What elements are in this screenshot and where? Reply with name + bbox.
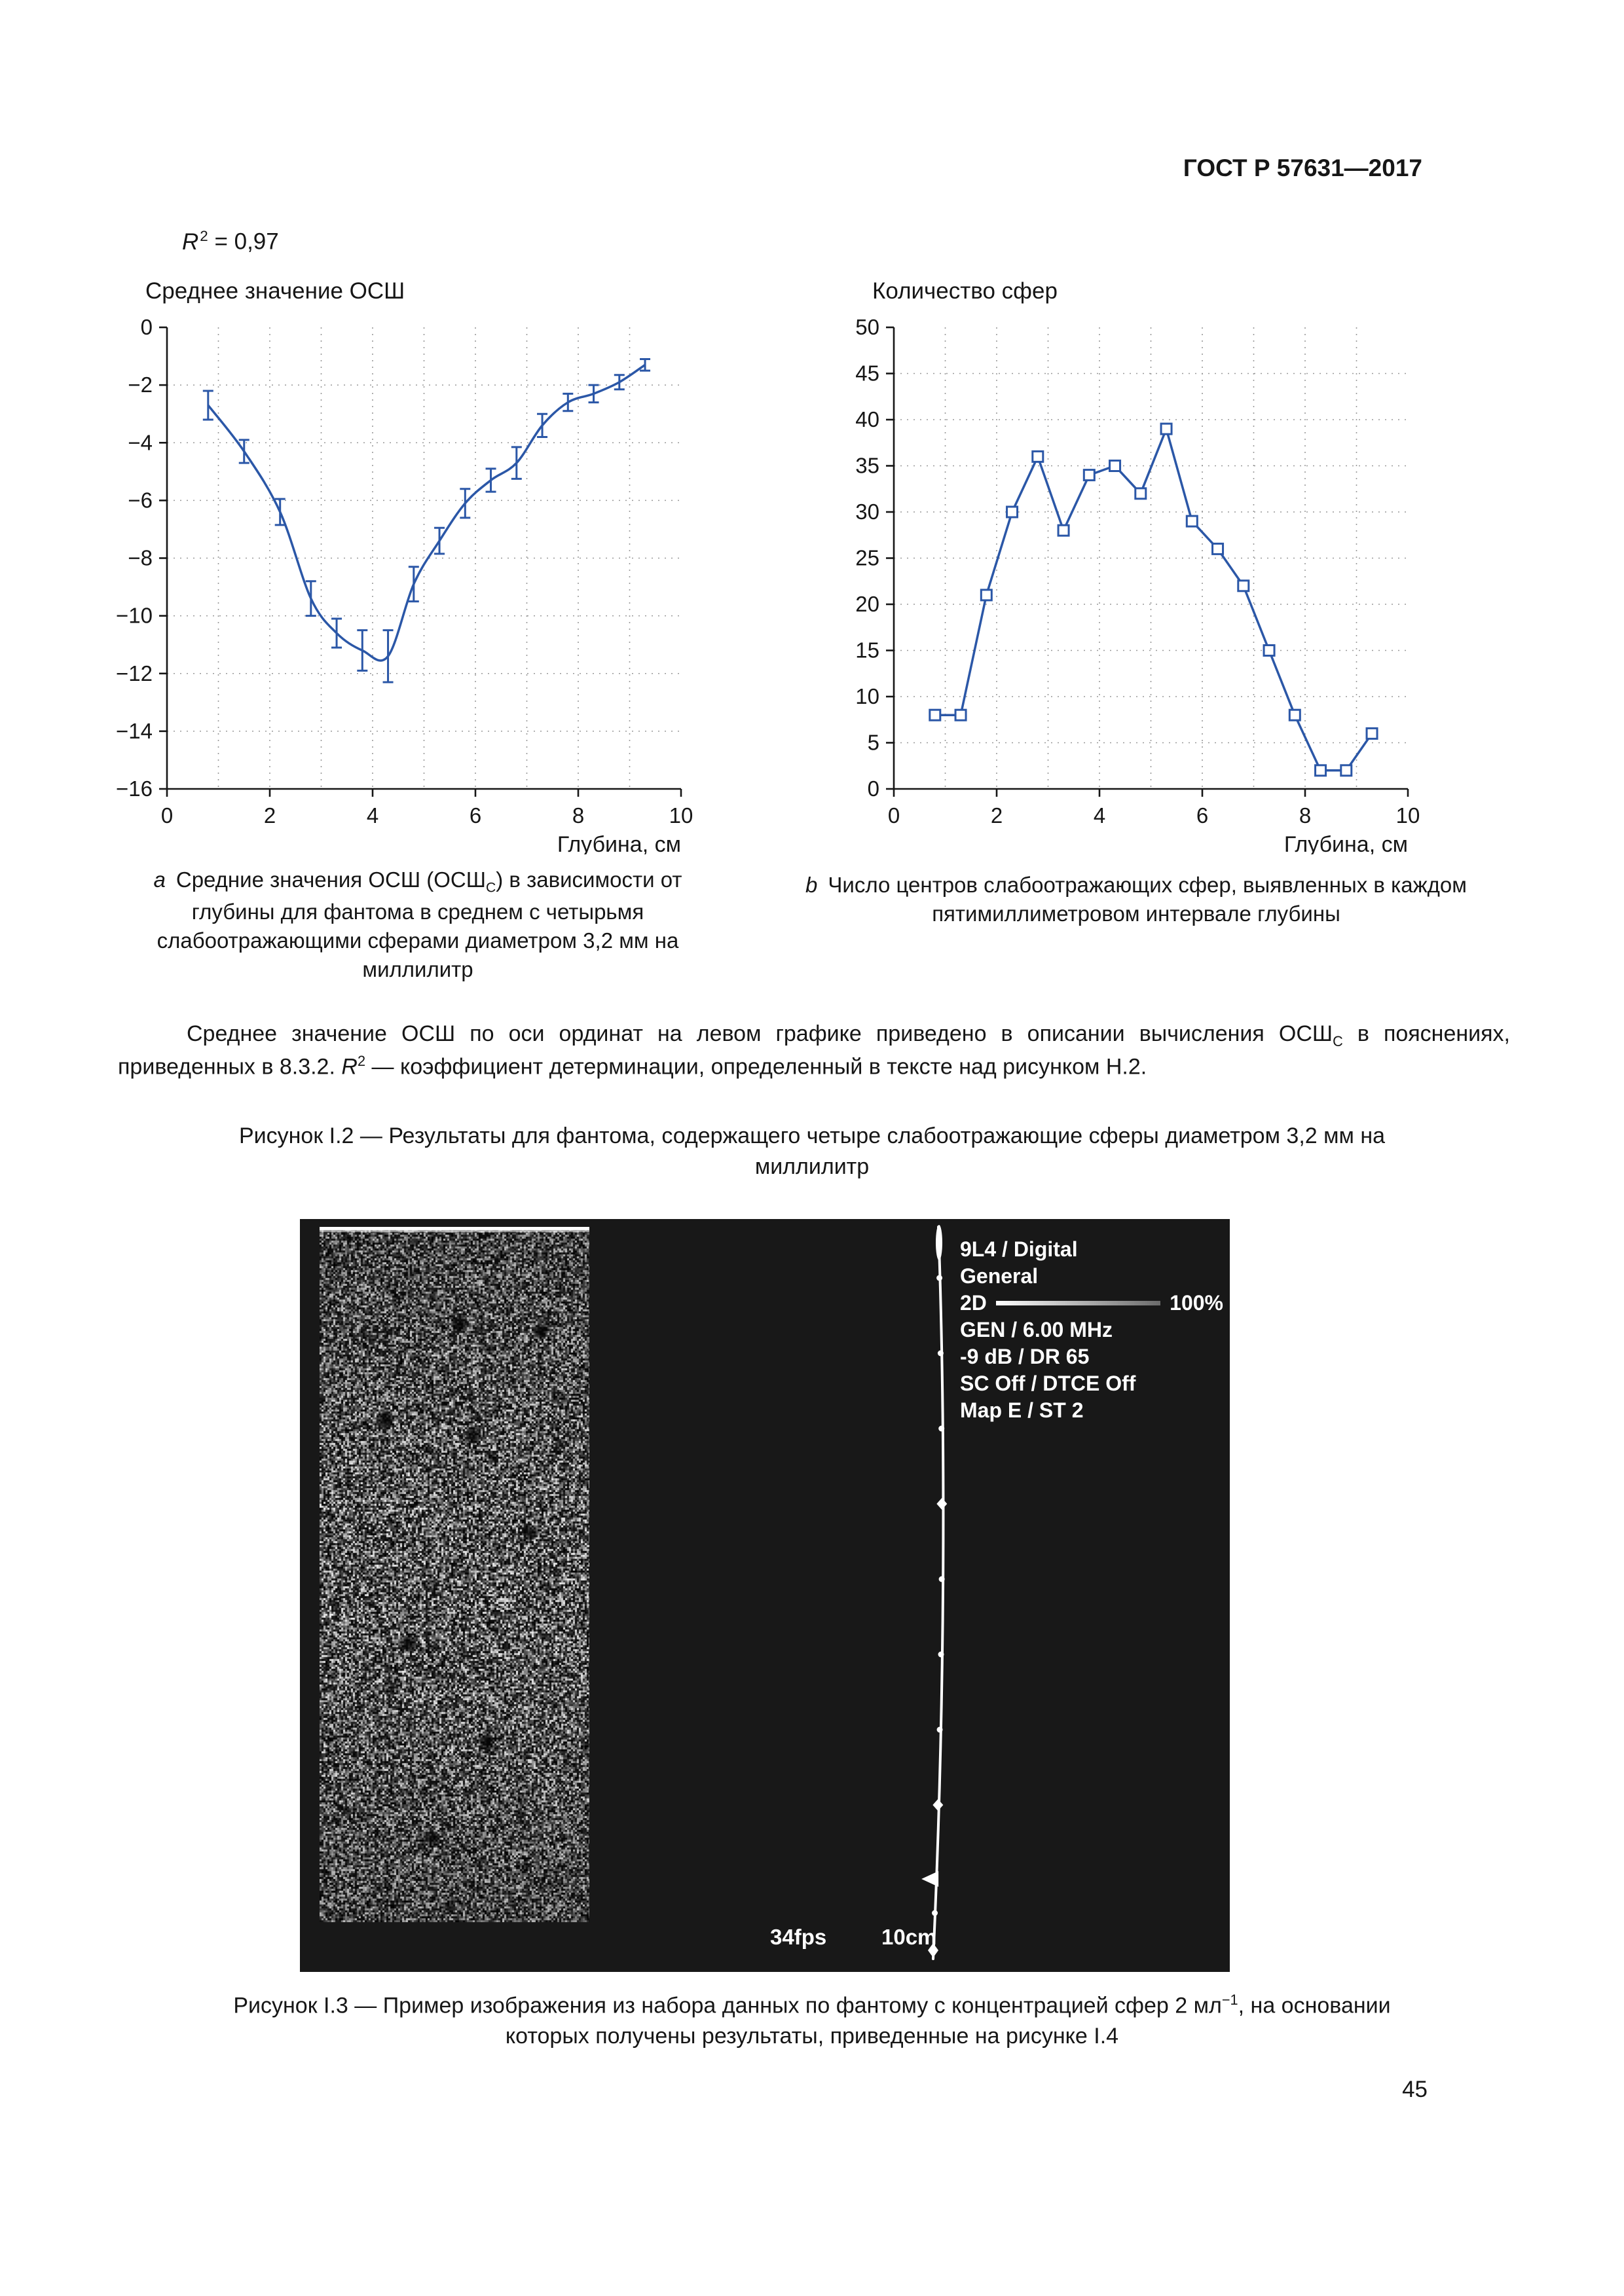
svg-text:50: 50 <box>855 315 879 339</box>
svg-text:8: 8 <box>1299 803 1311 828</box>
us-param-sc-dtce: SC Off / DTCE Off <box>960 1370 1223 1397</box>
chart-a-block: Среднее значение ОСШ 0 2 4 6 8 10 0 −2 −4 −6 −8 −10… <box>105 278 707 858</box>
us-gain-label: 100% <box>1170 1290 1223 1317</box>
svg-text:0: 0 <box>141 315 153 339</box>
svg-text:−16: −16 <box>116 776 153 801</box>
r2-symbol: R <box>182 229 198 255</box>
svg-text:45: 45 <box>855 361 879 386</box>
svg-text:2: 2 <box>991 803 1003 828</box>
ultrasound-image: 9L4 / Digital General 2D 100% GEN / 6.00… <box>300 1219 1230 1972</box>
svg-text:−4: −4 <box>128 430 153 454</box>
svg-text:−14: −14 <box>116 719 153 743</box>
chart-a-title: Среднее значение ОСШ <box>105 278 707 311</box>
svg-text:4: 4 <box>367 803 378 828</box>
ultrasound-speckle-canvas <box>320 1227 589 1922</box>
figure-i3-caption: Рисунок I.3 — Пример изображения из набо… <box>223 1990 1401 2052</box>
svg-text:5: 5 <box>868 731 879 755</box>
figure-i2-caption: Рисунок I.2 — Результаты для фантома, со… <box>190 1121 1434 1182</box>
caption-b: b Число центров слабоотражающих сфер, выя… <box>802 871 1470 928</box>
svg-text:25: 25 <box>855 546 879 570</box>
svg-text:35: 35 <box>855 454 879 478</box>
svg-text:10: 10 <box>1396 803 1420 828</box>
caption-a: a Средние значения ОСШ (ОСШС) в зависимос… <box>110 866 726 985</box>
svg-text:−8: −8 <box>128 546 153 570</box>
svg-text:Глубина, см: Глубина, см <box>1284 832 1408 854</box>
svg-text:0: 0 <box>868 776 879 801</box>
svg-text:Глубина, см: Глубина, см <box>557 832 681 854</box>
svg-text:0: 0 <box>161 803 173 828</box>
us-grayscale-bar <box>996 1301 1160 1305</box>
chart-b-title: Количество сфер <box>832 278 1434 311</box>
svg-text:−12: −12 <box>116 661 153 685</box>
us-preset-label: General <box>960 1263 1223 1290</box>
us-param-gain-dr: -9 dB / DR 65 <box>960 1343 1223 1370</box>
snr-depth-chart: 0 2 4 6 8 10 0 −2 −4 −6 −8 −10 −12 −14 −16 Глубина, см <box>105 311 707 854</box>
us-info-panel: 9L4 / Digital General 2D 100% GEN / 6.00… <box>960 1236 1223 1424</box>
svg-text:6: 6 <box>470 803 481 828</box>
us-mode-label: 2D <box>960 1290 987 1317</box>
chart-b-block: Количество сфер 0 2 4 6 8 10 0 5 10 15 20 25 30 35 40 4… <box>832 278 1434 858</box>
us-depth-label: 10cm <box>881 1925 936 1950</box>
svg-text:15: 15 <box>855 638 879 663</box>
svg-text:10: 10 <box>855 684 879 708</box>
r2-value: R2 = 0,97 <box>182 228 279 255</box>
svg-text:20: 20 <box>855 592 879 616</box>
caption-a-letter: a <box>154 867 166 892</box>
svg-text:−6: −6 <box>128 488 153 512</box>
caption-b-letter: b <box>805 873 817 897</box>
us-mode-row: 2D 100% <box>960 1290 1223 1317</box>
svg-text:10: 10 <box>669 803 693 828</box>
svg-text:8: 8 <box>572 803 584 828</box>
us-param-frequency: GEN / 6.00 MHz <box>960 1317 1223 1343</box>
document-page: ГОСТ Р 57631—2017 R2 = 0,97 Среднее знач… <box>0 0 1624 2296</box>
svg-text:−10: −10 <box>116 604 153 628</box>
svg-text:40: 40 <box>855 407 879 431</box>
svg-text:0: 0 <box>888 803 900 828</box>
explanatory-note: Среднее значение ОСШ по оси ординат на л… <box>118 1019 1510 1083</box>
us-param-map-st: Map E / ST 2 <box>960 1397 1223 1424</box>
svg-text:−2: −2 <box>128 373 153 397</box>
svg-text:2: 2 <box>264 803 276 828</box>
document-header: ГОСТ Р 57631—2017 <box>1183 155 1422 182</box>
us-probe-label: 9L4 / Digital <box>960 1236 1223 1263</box>
sphere-count-chart: 0 2 4 6 8 10 0 5 10 15 20 25 30 35 40 45 50 Глубина, см <box>832 311 1434 854</box>
page-number: 45 <box>1402 2077 1428 2103</box>
svg-text:30: 30 <box>855 500 879 524</box>
us-framerate-label: 34fps <box>770 1925 826 1950</box>
svg-text:6: 6 <box>1196 803 1208 828</box>
svg-text:4: 4 <box>1094 803 1105 828</box>
